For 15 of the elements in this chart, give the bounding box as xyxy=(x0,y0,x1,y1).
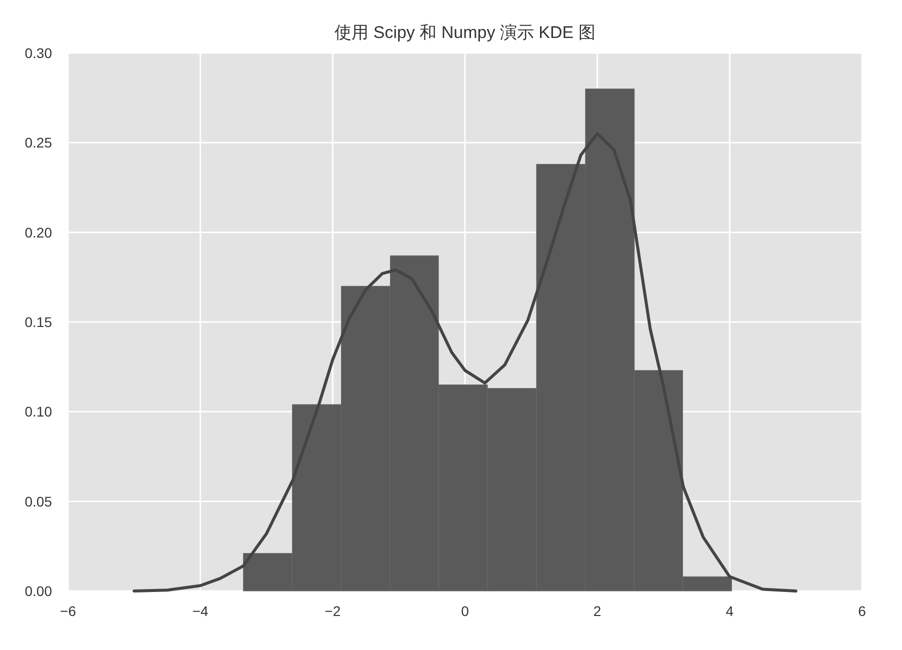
y-tick-label: 0.30 xyxy=(24,45,52,61)
x-tick-label: 6 xyxy=(858,603,866,619)
y-tick-label: 0.20 xyxy=(24,224,52,240)
chart-title: 使用 Scipy 和 Numpy 演示 KDE 图 xyxy=(334,23,596,42)
x-tick-label: 4 xyxy=(726,603,734,619)
y-tick-label: 0.10 xyxy=(24,404,52,420)
y-tick-label: 0.15 xyxy=(24,314,52,330)
x-tick-label: −2 xyxy=(324,603,341,619)
x-tick-label: −4 xyxy=(192,603,209,619)
x-tick-label: −6 xyxy=(60,603,76,619)
y-tick-label: 0.25 xyxy=(24,134,52,151)
y-tick-label: 0.00 xyxy=(24,583,52,599)
y-tick-label: 0.05 xyxy=(24,493,52,510)
x-tick-label: 2 xyxy=(593,603,602,619)
x-tick-label: 0 xyxy=(461,603,470,619)
